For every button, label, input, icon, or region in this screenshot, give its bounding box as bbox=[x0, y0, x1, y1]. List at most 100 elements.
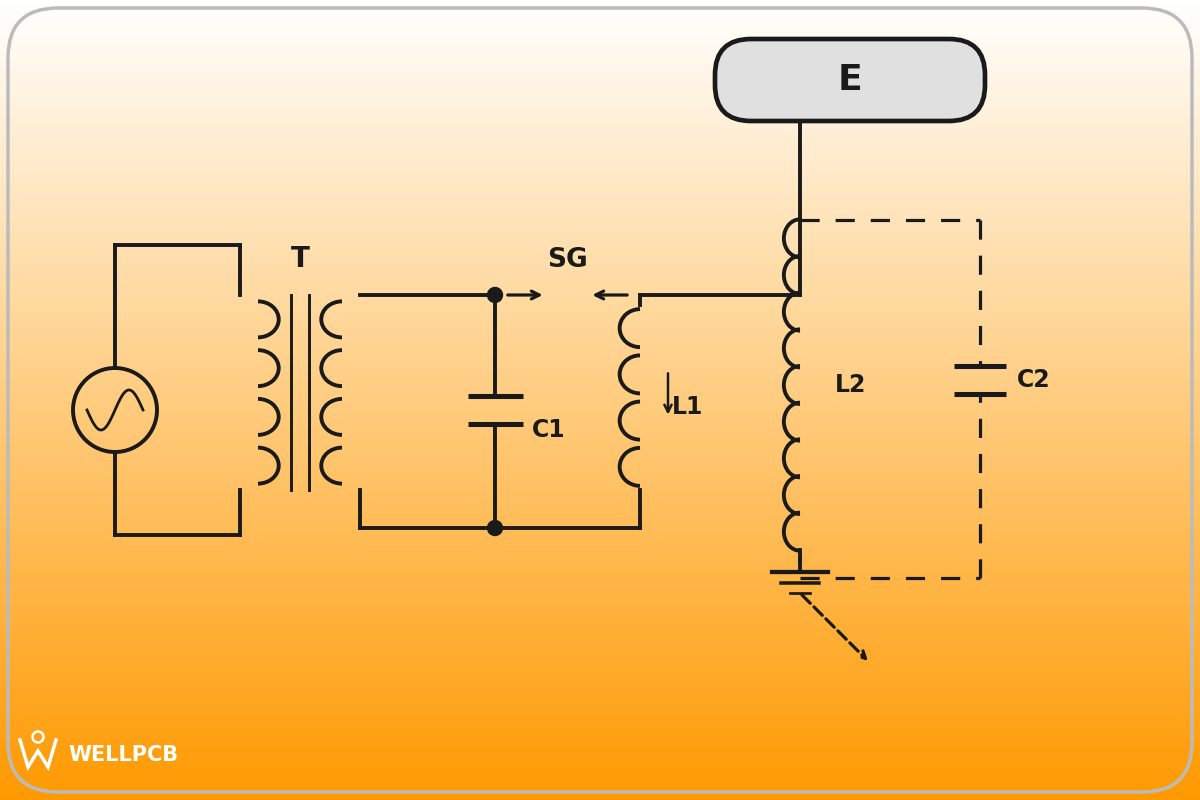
Bar bbox=[0, 710, 1200, 712]
Bar bbox=[0, 90, 1200, 94]
Bar bbox=[0, 2, 1200, 6]
Bar bbox=[0, 118, 1200, 120]
Bar bbox=[0, 10, 1200, 14]
Bar bbox=[0, 458, 1200, 462]
Bar bbox=[0, 606, 1200, 608]
Bar bbox=[0, 698, 1200, 702]
Bar bbox=[0, 62, 1200, 64]
Bar bbox=[0, 186, 1200, 190]
Bar bbox=[0, 208, 1200, 210]
Bar bbox=[0, 744, 1200, 746]
Bar bbox=[0, 610, 1200, 614]
Bar bbox=[0, 178, 1200, 182]
Bar bbox=[0, 778, 1200, 782]
Bar bbox=[0, 782, 1200, 784]
Bar bbox=[0, 464, 1200, 466]
Bar bbox=[0, 546, 1200, 550]
Bar bbox=[0, 96, 1200, 98]
Bar bbox=[0, 472, 1200, 474]
Bar bbox=[0, 362, 1200, 366]
Bar bbox=[0, 8, 1200, 10]
Bar bbox=[0, 566, 1200, 568]
Bar bbox=[0, 306, 1200, 310]
Bar bbox=[0, 662, 1200, 664]
Bar bbox=[0, 416, 1200, 418]
Bar bbox=[0, 202, 1200, 206]
Bar bbox=[0, 674, 1200, 678]
Bar bbox=[0, 438, 1200, 440]
Bar bbox=[0, 104, 1200, 106]
Bar bbox=[0, 478, 1200, 480]
Bar bbox=[0, 558, 1200, 560]
Bar bbox=[0, 418, 1200, 422]
Bar bbox=[0, 680, 1200, 682]
Bar bbox=[0, 370, 1200, 374]
Bar bbox=[0, 448, 1200, 450]
Bar bbox=[0, 374, 1200, 376]
Bar bbox=[0, 42, 1200, 46]
Bar bbox=[0, 770, 1200, 774]
Bar bbox=[0, 576, 1200, 578]
Bar bbox=[0, 38, 1200, 40]
Bar bbox=[0, 394, 1200, 398]
Bar bbox=[0, 602, 1200, 606]
Bar bbox=[0, 646, 1200, 648]
Bar bbox=[0, 342, 1200, 344]
Bar bbox=[0, 114, 1200, 118]
Bar bbox=[0, 112, 1200, 114]
Bar bbox=[0, 798, 1200, 800]
Bar bbox=[0, 210, 1200, 214]
Bar bbox=[0, 192, 1200, 194]
Bar bbox=[0, 622, 1200, 624]
Bar bbox=[0, 194, 1200, 198]
Bar bbox=[0, 344, 1200, 346]
Bar bbox=[0, 422, 1200, 424]
Bar bbox=[0, 144, 1200, 146]
Bar bbox=[0, 46, 1200, 48]
Bar bbox=[0, 282, 1200, 286]
Bar bbox=[0, 238, 1200, 240]
Bar bbox=[0, 386, 1200, 390]
Bar bbox=[0, 322, 1200, 326]
Bar bbox=[0, 248, 1200, 250]
Bar bbox=[0, 642, 1200, 646]
Bar bbox=[0, 86, 1200, 88]
Bar bbox=[0, 440, 1200, 442]
Bar bbox=[0, 640, 1200, 642]
Circle shape bbox=[487, 521, 503, 535]
Bar bbox=[0, 168, 1200, 170]
Bar bbox=[0, 312, 1200, 314]
Bar bbox=[0, 338, 1200, 342]
Bar bbox=[0, 498, 1200, 502]
Text: L1: L1 bbox=[672, 395, 703, 419]
Bar bbox=[0, 288, 1200, 290]
Bar bbox=[0, 722, 1200, 726]
Bar bbox=[0, 400, 1200, 402]
Bar bbox=[0, 82, 1200, 86]
Bar bbox=[0, 786, 1200, 790]
Bar bbox=[0, 586, 1200, 590]
Bar bbox=[0, 730, 1200, 734]
Bar bbox=[0, 774, 1200, 776]
Bar bbox=[0, 190, 1200, 192]
Bar bbox=[0, 414, 1200, 416]
Bar bbox=[0, 480, 1200, 482]
Bar bbox=[0, 378, 1200, 382]
Bar bbox=[0, 664, 1200, 666]
Bar bbox=[0, 434, 1200, 438]
Bar bbox=[0, 542, 1200, 544]
Bar bbox=[0, 658, 1200, 662]
Bar bbox=[0, 6, 1200, 8]
Bar bbox=[0, 792, 1200, 794]
Bar bbox=[0, 274, 1200, 278]
Bar bbox=[0, 198, 1200, 200]
Bar bbox=[0, 462, 1200, 464]
Bar bbox=[0, 262, 1200, 264]
Bar bbox=[0, 40, 1200, 42]
Bar bbox=[0, 304, 1200, 306]
Text: T: T bbox=[290, 245, 310, 273]
Text: WELLPCB: WELLPCB bbox=[68, 745, 178, 765]
Bar bbox=[0, 170, 1200, 174]
Bar bbox=[0, 742, 1200, 744]
Bar bbox=[0, 574, 1200, 576]
